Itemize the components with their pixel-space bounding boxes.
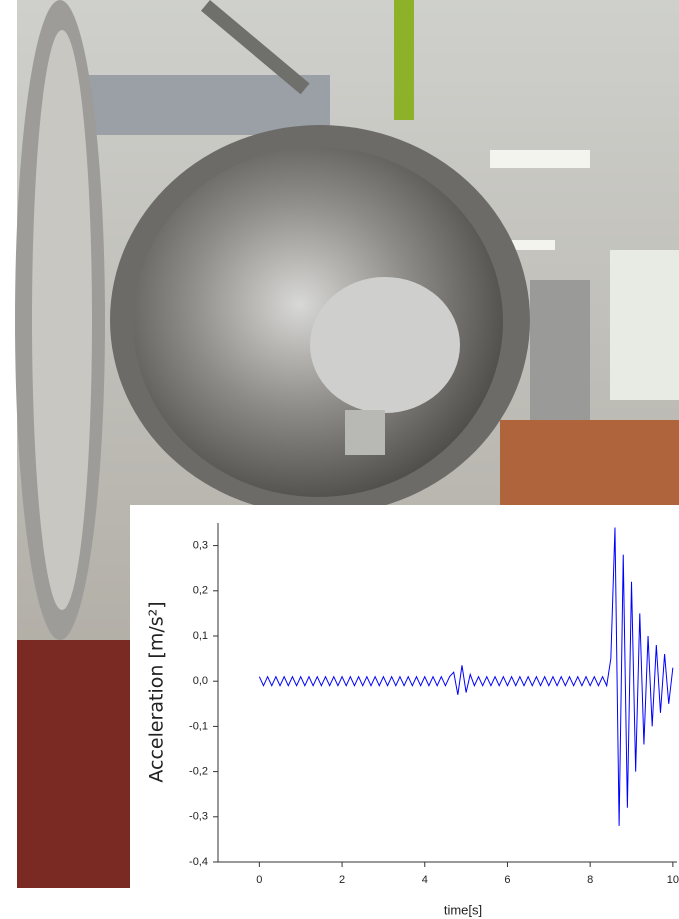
y-tick-label: 0,1 (193, 630, 208, 642)
y-tick-label: 0,0 (193, 675, 208, 687)
x-tick-label: 0 (256, 874, 262, 886)
y-tick-label: -0,4 (189, 856, 208, 868)
y-tick-label: -0,1 (189, 720, 208, 732)
y-tick-label: 0,3 (193, 540, 208, 552)
y-tick-label: 0,2 (193, 585, 208, 597)
chart-panel (130, 505, 679, 919)
x-tick-label: 10 (667, 874, 679, 886)
x-axis-title: time[s] (444, 902, 482, 917)
photo (15, 0, 679, 888)
x-tick-label: 8 (587, 874, 593, 886)
x-tick-label: 2 (339, 874, 345, 886)
y-tick-label: -0,3 (189, 811, 208, 823)
signal-line (258, 527, 674, 826)
y-axis-title: Acceleration [m/s²] (146, 601, 168, 782)
y-tick-label: -0,2 (189, 766, 208, 778)
x-tick-label: 4 (422, 874, 428, 886)
x-tick-label: 6 (504, 874, 510, 886)
